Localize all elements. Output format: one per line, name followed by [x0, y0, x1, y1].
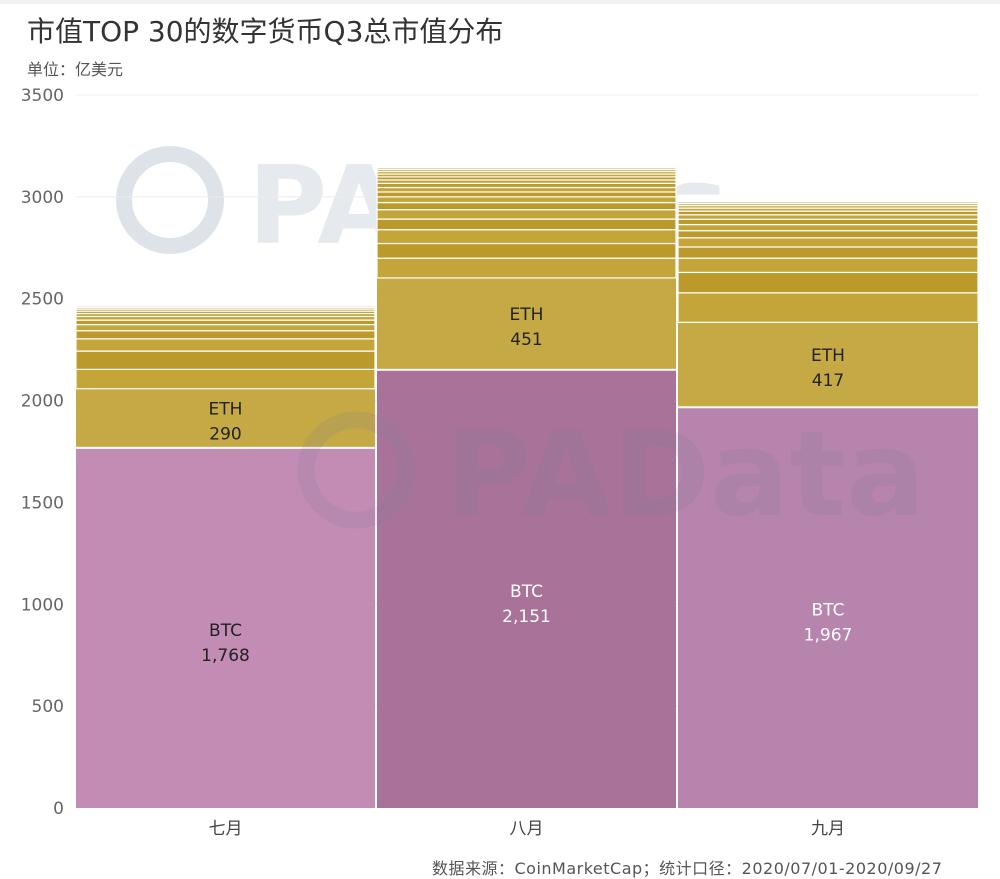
bar-segment-eth — [678, 322, 978, 407]
x-category-label: 七月 — [209, 819, 243, 839]
segment-label-btc-name: BTC — [510, 582, 543, 602]
y-tick-label: 1500 — [21, 493, 64, 513]
watermark-padata: PAData — [445, 405, 926, 543]
bar-segment-other — [376, 160, 677, 163]
axis-labels: 0 500 1000 1500 2000 2500 3000 3500 七月 八月 九月 — [21, 86, 845, 839]
bar-segment-other — [376, 196, 677, 204]
bars — [75, 160, 979, 808]
segment-label-eth-name: ETH — [510, 305, 544, 325]
bar-segment-other — [75, 338, 376, 352]
segment-label-eth-value: 451 — [510, 330, 542, 350]
watermark-logo-icon — [116, 146, 224, 254]
segment-label-eth-value: 417 — [812, 371, 844, 391]
bar-segment-other — [677, 237, 979, 248]
bar-segment-other — [376, 182, 677, 189]
segment-label-btc-value: 1,967 — [804, 626, 853, 646]
bar-segment-other — [75, 350, 376, 371]
y-tick-label: 1000 — [21, 595, 64, 615]
segment-label-btc-name: BTC — [209, 621, 242, 641]
x-category-label: 八月 — [510, 819, 544, 839]
bar-segment-btc — [76, 447, 375, 808]
y-tick-label: 2000 — [21, 392, 64, 412]
bar-segment-other — [75, 323, 376, 332]
bar-segment-other — [376, 257, 677, 279]
y-tick-label: 3500 — [21, 86, 64, 106]
top-divider — [0, 0, 1000, 4]
segment-label-eth-name: ETH — [811, 346, 845, 366]
bar-segment-other — [376, 218, 677, 231]
bar-segment-other — [677, 223, 979, 232]
bar-segment-other — [376, 242, 677, 259]
bar-segment-other — [376, 209, 677, 220]
segment-label-btc-value: 2,151 — [502, 607, 551, 627]
bar-segment-other — [677, 257, 979, 274]
watermark-logo-icon — [297, 411, 415, 529]
bar-segment-other — [677, 271, 979, 294]
segment-labels: BTC 1,768 ETH 290 BTC 2,151 ETH 451 BTC 1,967 ETH 4… — [201, 305, 925, 666]
segment-label-eth-value: 290 — [209, 424, 241, 444]
chart-subtitle: 单位：亿美元 — [27, 60, 124, 79]
bar-segment-other — [376, 186, 677, 193]
bar-segment-eth — [76, 388, 375, 447]
bar-segment-other — [75, 319, 376, 326]
bar-segment-other — [376, 191, 677, 198]
bar-segment-other — [75, 297, 376, 300]
bar-segment-other — [376, 201, 677, 211]
y-tick-label: 3000 — [21, 188, 64, 208]
x-category-label: 九月 — [811, 819, 845, 839]
bar-segment-other — [677, 194, 979, 197]
bar-segment-btc — [377, 369, 676, 808]
bar-segment-other — [677, 292, 979, 323]
bar-segment-other — [677, 230, 979, 239]
bar-segment-other — [75, 368, 376, 390]
segment-label-btc-value: 1,768 — [201, 646, 250, 666]
bar-segment-btc — [678, 407, 978, 808]
bar-segment-other — [75, 330, 376, 340]
segment-label-eth-name: ETH — [209, 399, 243, 419]
segment-label-btc-name: BTC — [812, 601, 845, 621]
bar-segment-other — [677, 214, 979, 220]
bar-segment-eth — [377, 277, 676, 369]
y-tick-label: 500 — [32, 697, 64, 717]
y-tick-label: 0 — [53, 799, 64, 819]
chart-title: 市值TOP 30的数字货币Q3总市值分布 — [27, 15, 504, 48]
bar-segment-other — [376, 229, 677, 245]
data-source-note: 数据来源：CoinMarketCap；统计口径：2020/07/01-2020/… — [432, 859, 943, 878]
bar-segment-other — [677, 218, 979, 226]
y-tick-label: 2500 — [21, 290, 64, 310]
bar-segment-other — [677, 246, 979, 259]
